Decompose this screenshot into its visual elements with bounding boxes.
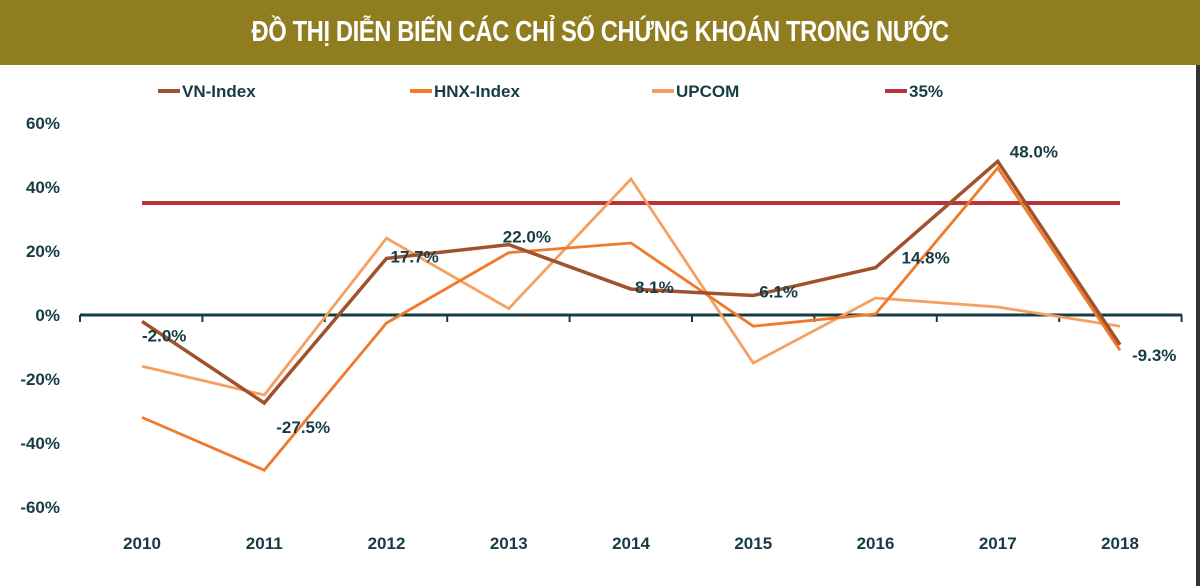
x-tick-label: 2014	[612, 534, 650, 553]
legend-label: UPCOM	[676, 82, 739, 101]
series-line-upcom	[141, 176, 1121, 397]
y-tick-label: -60%	[20, 498, 60, 517]
x-tick-label: 2013	[490, 534, 528, 553]
y-tick-label: -40%	[20, 434, 60, 453]
data-label: 14.8%	[902, 249, 950, 268]
title-bar: ĐỒ THỊ DIỄN BIẾN CÁC CHỈ SỐ CHỨNG KHOÁN …	[0, 0, 1200, 65]
y-tick-label: 60%	[26, 114, 60, 133]
data-label: 6.1%	[759, 282, 798, 301]
x-tick-label: 2012	[368, 534, 406, 553]
x-tick-label: 2015	[734, 534, 772, 553]
data-label: -2.0%	[142, 326, 186, 345]
data-label: 48.0%	[1010, 142, 1058, 161]
y-tick-label: 0%	[35, 306, 60, 325]
series-line-hnx-index	[141, 165, 1122, 472]
data-label: 17.7%	[391, 247, 439, 266]
y-tick-label: -20%	[20, 370, 60, 389]
x-tick-label: 2011	[246, 534, 283, 553]
chart-title: ĐỒ THỊ DIỄN BIẾN CÁC CHỈ SỐ CHỨNG KHOÁN …	[251, 16, 949, 48]
x-tick-label: 2016	[857, 534, 895, 553]
chart-frame	[0, 65, 1200, 586]
data-label: -27.5%	[276, 418, 330, 437]
data-label: 8.1%	[635, 278, 674, 297]
x-tick-label: 2018	[1101, 534, 1139, 553]
y-tick-label: 20%	[26, 242, 60, 261]
legend-label: 35%	[909, 82, 943, 101]
x-tick-label: 2017	[979, 534, 1017, 553]
data-label: 22.0%	[503, 228, 551, 247]
y-tick-label: 40%	[26, 178, 60, 197]
data-label: -9.3%	[1132, 346, 1176, 365]
series-line-vn-index	[141, 158, 1122, 406]
x-tick-label: 2010	[123, 534, 161, 553]
legend-label: VN-Index	[182, 82, 256, 101]
legend-label: HNX-Index	[434, 82, 521, 101]
